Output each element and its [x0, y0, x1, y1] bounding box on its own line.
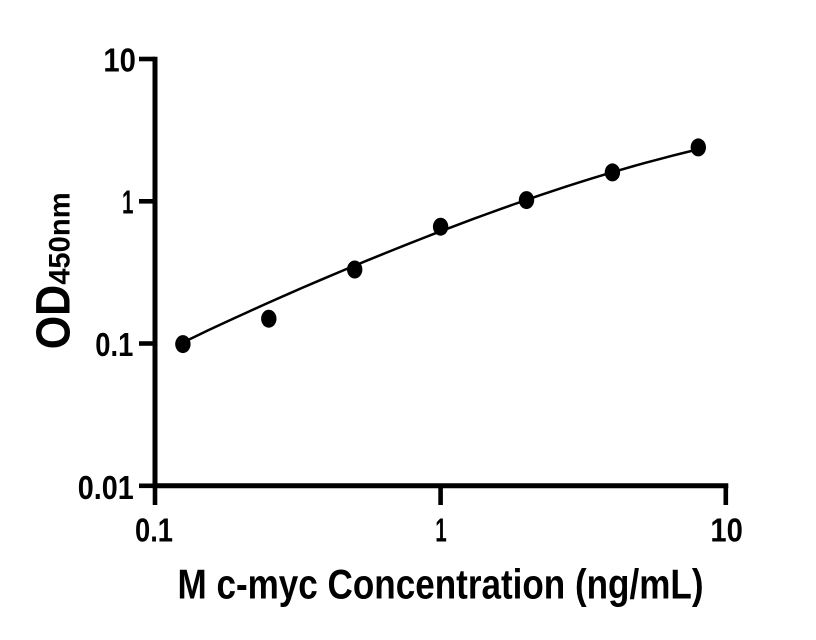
svg-text:0.1: 0.1	[135, 512, 173, 549]
svg-text:1: 1	[435, 512, 447, 549]
svg-text:0.01: 0.01	[78, 470, 134, 507]
svg-text:10: 10	[103, 42, 136, 79]
svg-text:M c-myc Concentration (ng/mL): M c-myc Concentration (ng/mL)	[178, 561, 704, 608]
svg-text:0.1: 0.1	[95, 327, 133, 364]
svg-text:450nm: 450nm	[44, 192, 77, 285]
svg-text:1: 1	[122, 185, 134, 222]
svg-text:10: 10	[710, 512, 743, 549]
svg-text:OD: OD	[27, 285, 81, 350]
